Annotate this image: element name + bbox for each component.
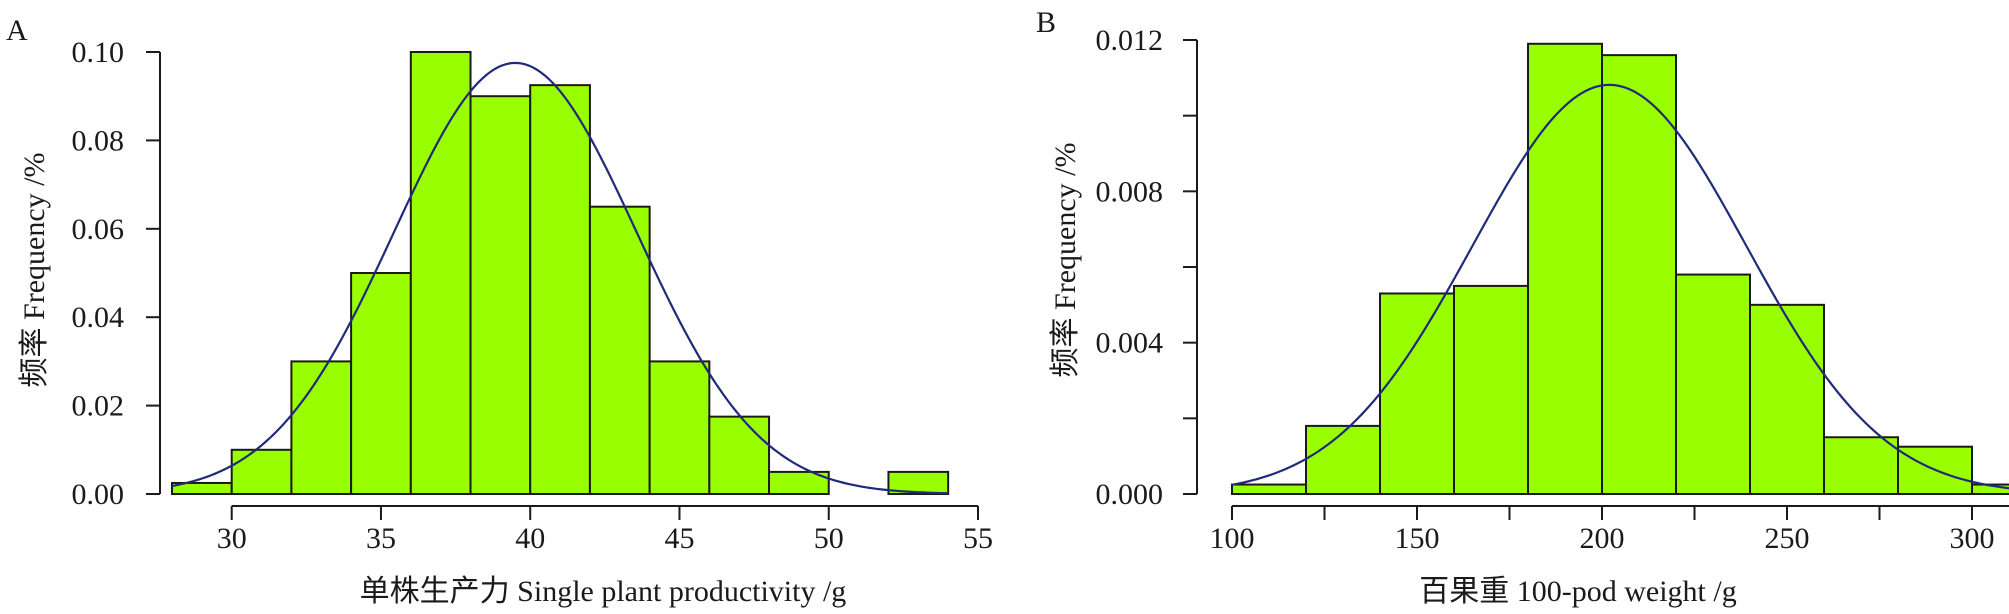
panel-b-histogram: B 频率 Frequency /% 百果重 100-pod weight /g …: [1036, 6, 2009, 608]
panel-a-bars: [172, 52, 948, 494]
panel-a-x-tick-label: 50: [814, 522, 844, 555]
panel-a-x-tick-label: 40: [515, 522, 545, 555]
panel-a-bar: [530, 85, 590, 494]
panel-b-y-tick-label: 0.000: [1096, 478, 1164, 511]
panel-a-histogram: A 频率 Frequency /% 单株生产力 Single plant pro…: [6, 14, 993, 608]
panel-b-bar: [1454, 286, 1528, 494]
panel-b-bar: [1528, 44, 1602, 494]
panel-b-letter: B: [1036, 6, 1056, 39]
panel-b-x-tick-label: 250: [1765, 522, 1810, 555]
panel-b-bar: [1306, 426, 1380, 494]
panel-a-bar: [471, 96, 531, 494]
panel-b-y-axis-label: 频率 Frequency /%: [1049, 143, 1082, 378]
panel-a-bar: [709, 417, 769, 494]
panel-a-y-tick-label: 0.04: [72, 301, 125, 334]
panel-a-x-tick-label: 45: [664, 522, 694, 555]
panel-a-y-tick-label: 0.02: [72, 390, 125, 423]
panel-b-x-tick-label: 200: [1580, 522, 1625, 555]
panel-a-bar: [351, 273, 411, 494]
panel-b-bar: [1602, 55, 1676, 494]
panel-a-y-tick-label: 0.10: [72, 36, 125, 69]
panel-b-bar: [1380, 293, 1454, 494]
panel-a-letter: A: [6, 14, 28, 47]
panel-a-y-tick-label: 0.06: [72, 213, 125, 246]
panel-b-y-tick-label: 0.004: [1096, 327, 1164, 360]
panel-a-x-tick-label: 30: [217, 522, 247, 555]
panel-b-bar: [1676, 275, 1750, 494]
panel-a-bar: [411, 52, 471, 494]
panel-b-x-tick-label: 300: [1950, 522, 1995, 555]
panel-a-x-tick-label: 35: [366, 522, 396, 555]
panel-b-bar: [1750, 305, 1824, 494]
panel-a-bar: [590, 207, 650, 494]
panel-a-bar: [291, 361, 351, 494]
panel-a-y-axis-label: 频率 Frequency /%: [18, 153, 51, 388]
panel-b-bar: [1232, 485, 1306, 494]
panel-a-x-axis-label: 单株生产力 Single plant productivity /g: [360, 575, 847, 608]
panel-b-y-tick-label: 0.008: [1096, 175, 1164, 208]
panel-b-bar: [1824, 437, 1898, 494]
panel-b-x-tick-label: 150: [1395, 522, 1440, 555]
panel-a-y-tick-label: 0.08: [72, 124, 125, 157]
panel-a-x-tick-label: 55: [963, 522, 993, 555]
panel-a-bar: [232, 450, 292, 494]
panel-b-x-axis-label: 百果重 100-pod weight /g: [1419, 575, 1736, 608]
panel-b-y-tick-label: 0.012: [1096, 24, 1164, 57]
panel-a-bar: [650, 361, 710, 494]
panel-b-x-tick-label: 100: [1210, 522, 1255, 555]
panel-a-y-tick-label: 0.00: [72, 478, 125, 511]
